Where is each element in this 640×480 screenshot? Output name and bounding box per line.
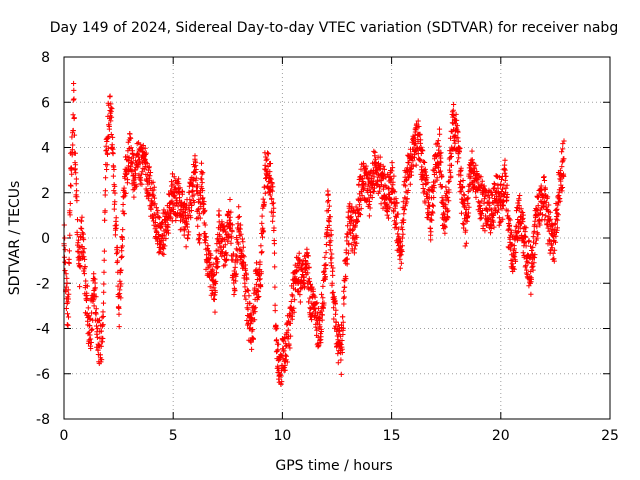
y-tick-label: 2 [41, 186, 50, 202]
y-tick-label: 0 [41, 231, 50, 247]
y-tick-label: 4 [41, 141, 50, 157]
y-tick-labels: -8 -6 -4 -2 0 2 4 6 8 [36, 50, 50, 428]
x-tick-label: 5 [169, 428, 178, 444]
x-axis-label: GPS time / hours [275, 458, 392, 474]
data-series-sdtvar [61, 80, 567, 387]
x-tick-label: 15 [383, 428, 401, 444]
x-tick-label: 25 [601, 428, 619, 444]
sdtvar-plus-markers [61, 80, 567, 387]
x-tick-labels: 0 5 10 15 20 25 [60, 428, 619, 444]
y-tick-label: -6 [36, 367, 50, 383]
grid-lines [64, 57, 610, 419]
y-tick-label: -8 [36, 412, 50, 428]
chart-title: Day 149 of 2024, Sidereal Day-to-day VTE… [50, 20, 618, 36]
x-tick-label: 20 [492, 428, 510, 444]
y-tick-label: 8 [41, 50, 50, 66]
x-tick-label: 10 [273, 428, 291, 444]
y-tick-label: -4 [36, 322, 50, 338]
x-tick-label: 0 [60, 428, 69, 444]
y-tick-label: 6 [41, 95, 50, 111]
y-axis-label: SDTVAR / TECUs [7, 181, 23, 296]
plot-frame [63, 56, 611, 420]
y-tick-label: -2 [36, 276, 50, 292]
